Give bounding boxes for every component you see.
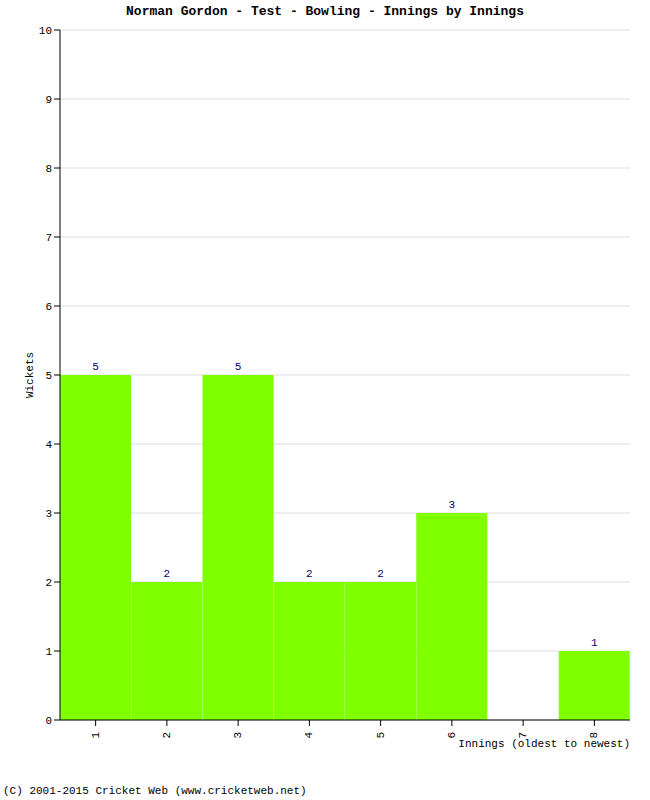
svg-text:1: 1 bbox=[591, 637, 598, 649]
svg-text:5: 5 bbox=[92, 361, 99, 373]
svg-text:2: 2 bbox=[163, 568, 170, 580]
html-text:Norman Gordon - Test - Bowling: Norman Gordon - Test - Bowling - Innings… bbox=[126, 4, 524, 19]
svg-text:1: 1 bbox=[45, 646, 52, 658]
svg-text:3: 3 bbox=[45, 508, 52, 520]
html-text:Wickets: Wickets bbox=[24, 351, 36, 399]
svg-text:2: 2 bbox=[45, 577, 52, 589]
svg-text:10: 10 bbox=[39, 25, 52, 37]
svg-text:4: 4 bbox=[45, 439, 52, 451]
svg-text:5: 5 bbox=[375, 732, 387, 739]
html-text:Innings (oldest to newest): Innings (oldest to newest) bbox=[458, 738, 630, 750]
svg-text:5: 5 bbox=[45, 370, 52, 382]
html-text:(C) 2001-2015 Cricket Web (www: (C) 2001-2015 Cricket Web (www.cricketwe… bbox=[3, 785, 307, 797]
svg-text:8: 8 bbox=[45, 163, 52, 175]
svg-text:4: 4 bbox=[303, 732, 315, 739]
svg-text:1: 1 bbox=[90, 732, 102, 739]
svg-text:6: 6 bbox=[45, 301, 52, 313]
svg-text:7: 7 bbox=[45, 232, 52, 244]
svg-text:2: 2 bbox=[377, 568, 384, 580]
svg-text:0: 0 bbox=[45, 715, 52, 727]
svg-text:3: 3 bbox=[448, 499, 455, 511]
svg-text:5: 5 bbox=[235, 361, 242, 373]
svg-text:8: 8 bbox=[588, 732, 600, 739]
svg-text:3: 3 bbox=[232, 732, 244, 739]
svg-text:2: 2 bbox=[306, 568, 313, 580]
svg-text:9: 9 bbox=[45, 94, 52, 106]
svg-text:7: 7 bbox=[517, 732, 529, 739]
svg-text:6: 6 bbox=[446, 732, 458, 739]
svg-text:2: 2 bbox=[161, 732, 173, 739]
